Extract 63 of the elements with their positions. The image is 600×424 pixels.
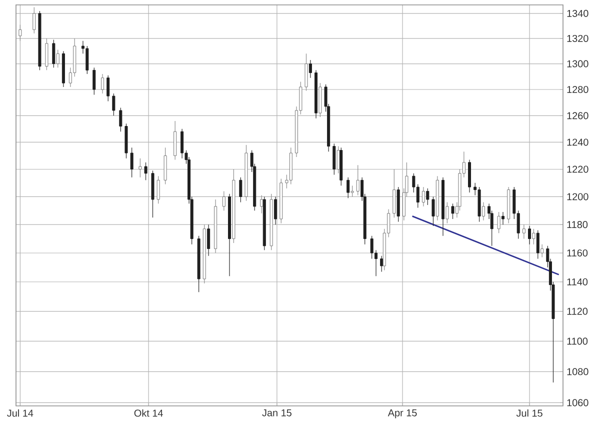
candlestick <box>482 202 485 221</box>
candlestick <box>536 230 540 260</box>
candlestick <box>112 93 116 116</box>
y-tick-label: 1260 <box>567 112 588 120</box>
candlestick <box>451 203 454 220</box>
candlestick <box>156 176 160 204</box>
candlestick <box>346 177 350 198</box>
candlestick <box>106 75 110 102</box>
candlestick <box>522 224 526 240</box>
candlestick <box>18 24 22 42</box>
candlestick <box>138 158 142 178</box>
candlestick <box>222 190 226 211</box>
candlestick <box>528 226 532 245</box>
x-tick-label: Apr 15 <box>388 409 417 418</box>
y-tick-label: 1180 <box>567 221 588 228</box>
candlestick <box>308 60 312 78</box>
candlestick <box>239 177 242 203</box>
candlestick <box>56 50 60 68</box>
candlestick <box>119 107 122 132</box>
candlestick <box>426 188 430 206</box>
y-tick-label: 1060 <box>567 399 588 406</box>
candlestick <box>101 74 104 94</box>
x-tick-label: Jul 15 <box>516 409 542 417</box>
candlestick <box>356 164 360 196</box>
candlestick <box>180 128 184 159</box>
y-tick-label: 1300 <box>567 60 588 68</box>
candlestick <box>86 46 89 74</box>
candlestick <box>540 244 544 258</box>
candlestick <box>52 39 56 68</box>
candlestick <box>130 147 134 178</box>
y-tick-label: 1280 <box>567 86 588 94</box>
candlestick <box>45 38 48 70</box>
candlestick <box>332 143 336 176</box>
candlestick <box>380 256 384 272</box>
x-tick-label: Jul 14 <box>7 409 34 417</box>
y-tick-label: 1160 <box>567 249 588 257</box>
candlestick <box>446 202 449 224</box>
y-tick-label: 1340 <box>567 10 588 17</box>
candlestick <box>304 53 308 92</box>
candlestick <box>501 212 505 225</box>
candlestick <box>370 236 374 260</box>
candlestick <box>32 6 36 34</box>
y-tick-label: 1120 <box>567 308 588 315</box>
candlestick <box>532 228 536 245</box>
y-tick-label: 1100 <box>567 338 588 345</box>
y-tick-label: 1140 <box>567 278 588 286</box>
candlestick <box>432 196 435 226</box>
x-tick-label: Jan 15 <box>262 409 292 416</box>
y-tick-label: 1220 <box>567 166 588 173</box>
candlestick <box>92 67 96 96</box>
candlestick <box>497 212 500 234</box>
y-tick-label: 1200 <box>567 193 588 200</box>
candlestick <box>207 224 210 256</box>
candlestick <box>260 194 264 214</box>
candlestick <box>350 185 354 198</box>
x-tick-label: Okt 14 <box>134 409 163 417</box>
candlestick <box>392 168 396 218</box>
candlestick <box>144 162 148 180</box>
y-tick-label: 1240 <box>567 138 588 146</box>
candlestick <box>274 196 278 225</box>
y-tick-label: 1320 <box>567 34 588 42</box>
candlestick <box>422 186 425 207</box>
y-tick-label: 1080 <box>567 368 588 376</box>
